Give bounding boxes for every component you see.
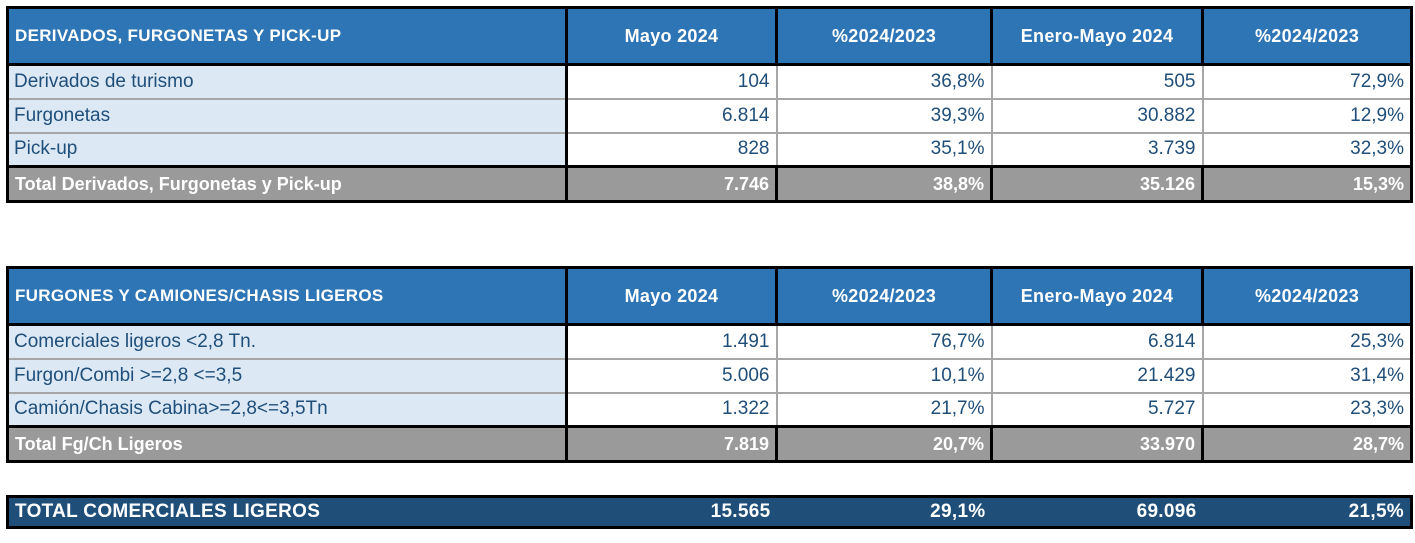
cell-pct-mayo: 76,7% [775,323,993,360]
cell-pct-mayo: 39,3% [775,97,993,134]
cell-mayo: 1.491 [565,323,778,360]
summary-cell-mayo: 15.565 [566,496,777,528]
total-row-label: Total Fg/Ch Ligeros [6,425,568,463]
cell-pct-acumulado: 23,3% [1201,391,1413,428]
cell-pct-mayo: 35,1% [775,131,993,168]
summary-row: TOTAL COMERCIALES LIGEROS 15.565 29,1% 6… [7,496,1412,528]
total-cell-pct-mayo: 20,7% [775,425,993,463]
row-label: Furgon/Combi >=2,8 <=3,5 [6,357,568,394]
table-row-furgonetas: Furgonetas 6.814 39,3% 30.882 12,9% [6,97,1413,134]
derivados-table: DERIVADOS, FURGONETAS Y PICK-UP Mayo 202… [6,6,1413,203]
total-cell-enero-mayo: 33.970 [990,425,1204,463]
total-cell-pct-mayo: 38,8% [775,165,993,203]
total-cell-mayo: 7.819 [565,425,778,463]
cell-pct-acumulado: 12,9% [1201,97,1413,134]
derivados-header-row: DERIVADOS, FURGONETAS Y PICK-UP Mayo 202… [6,6,1413,66]
cell-pct-acumulado: 25,3% [1201,323,1413,360]
table-row-camion-chasis: Camión/Chasis Cabina>=2,8<=3,5Tn 1.322 2… [6,391,1413,428]
table-row-comerciales-ligeros: Comerciales ligeros <2,8 Tn. 1.491 76,7%… [6,323,1413,360]
col-header-enero-mayo-2024: Enero-Mayo 2024 [990,6,1204,66]
cell-mayo: 5.006 [565,357,778,394]
row-label: Pick-up [6,131,568,168]
cell-enero-mayo: 3.739 [990,131,1204,168]
total-row-fg-ch-ligeros: Total Fg/Ch Ligeros 7.819 20,7% 33.970 2… [6,425,1413,463]
cell-pct-acumulado: 32,3% [1201,131,1413,168]
row-label: Camión/Chasis Cabina>=2,8<=3,5Tn [6,391,568,428]
cell-enero-mayo: 30.882 [990,97,1204,134]
cell-pct-mayo: 21,7% [775,391,993,428]
col-header-pct-mayo: %2024/2023 [775,266,993,326]
cell-mayo: 1.322 [565,391,778,428]
furgones-header-row: FURGONES Y CAMIONES/CHASIS LIGEROS Mayo … [6,266,1413,326]
summary-cell-pct-acumulado: 21,5% [1202,496,1412,528]
cell-pct-acumulado: 31,4% [1201,357,1413,394]
col-header-mayo-2024: Mayo 2024 [565,266,778,326]
total-cell-enero-mayo: 35.126 [990,165,1204,203]
furgones-table-title: FURGONES Y CAMIONES/CHASIS LIGEROS [6,266,568,326]
derivados-table-title: DERIVADOS, FURGONETAS Y PICK-UP [6,6,568,66]
cell-enero-mayo: 6.814 [990,323,1204,360]
cell-mayo: 828 [565,131,778,168]
row-label: Comerciales ligeros <2,8 Tn. [6,323,568,360]
cell-pct-acumulado: 72,9% [1201,63,1413,100]
cell-enero-mayo: 21.429 [990,357,1204,394]
summary-cell-pct-mayo: 29,1% [776,496,992,528]
table-row-derivados-turismo: Derivados de turismo 104 36,8% 505 72,9% [6,63,1413,100]
cell-mayo: 6.814 [565,97,778,134]
summary-label: TOTAL COMERCIALES LIGEROS [7,496,567,528]
row-label: Derivados de turismo [6,63,568,100]
total-row-derivados: Total Derivados, Furgonetas y Pick-up 7.… [6,165,1413,203]
total-cell-mayo: 7.746 [565,165,778,203]
total-cell-pct-acumulado: 28,7% [1201,425,1413,463]
summary-total-bar: TOTAL COMERCIALES LIGEROS 15.565 29,1% 6… [6,495,1413,529]
total-cell-pct-acumulado: 15,3% [1201,165,1413,203]
col-header-mayo-2024: Mayo 2024 [565,6,778,66]
table-row-pickup: Pick-up 828 35,1% 3.739 32,3% [6,131,1413,168]
cell-enero-mayo: 5.727 [990,391,1204,428]
col-header-enero-mayo-2024: Enero-Mayo 2024 [990,266,1204,326]
summary-cell-enero-mayo: 69.096 [991,496,1203,528]
col-header-pct-acumulado: %2024/2023 [1201,266,1413,326]
row-label: Furgonetas [6,97,568,134]
col-header-pct-acumulado: %2024/2023 [1201,6,1413,66]
table-row-furgon-combi: Furgon/Combi >=2,8 <=3,5 5.006 10,1% 21.… [6,357,1413,394]
total-row-label: Total Derivados, Furgonetas y Pick-up [6,165,568,203]
cell-pct-mayo: 10,1% [775,357,993,394]
cell-mayo: 104 [565,63,778,100]
col-header-pct-mayo: %2024/2023 [775,6,993,66]
furgones-table: FURGONES Y CAMIONES/CHASIS LIGEROS Mayo … [6,266,1413,463]
cell-pct-mayo: 36,8% [775,63,993,100]
cell-enero-mayo: 505 [990,63,1204,100]
